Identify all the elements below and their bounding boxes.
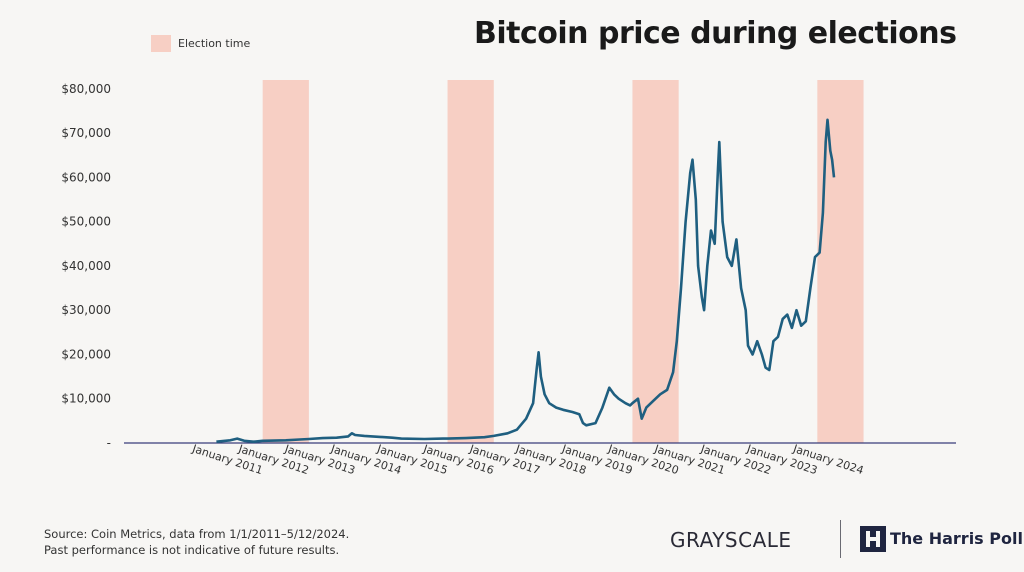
chart-title: Bitcoin price during elections [474,16,957,51]
grayscale-logo: GRAYSCALE [670,528,792,552]
election-band-2 [447,80,494,443]
election-band-1 [262,80,309,443]
brand-divider [840,520,841,558]
harris-poll-logo: The Harris Poll [890,529,1023,548]
legend-label-election: Election time [178,37,251,50]
election-band-3 [632,80,679,443]
y-axis-ticks: - $10,000 $20,000 $30,000 $40,000 $50,000 $60,… [61,82,111,450]
election-band-4 [817,80,864,443]
legend: Election time [151,35,250,52]
y-tick-label: $70,000 [61,126,111,140]
y-tick-label: $60,000 [61,170,111,184]
y-tick-label: $40,000 [61,259,111,273]
election-bands [262,80,864,443]
y-tick-label: $80,000 [61,82,111,96]
y-tick-label: $10,000 [61,392,111,406]
disclaimer-note: Past performance is not indicative of fu… [44,543,340,557]
legend-swatch-election [151,35,171,52]
footer: Source: Coin Metrics, data from 1/1/2011… [44,526,349,558]
harris-poll-icon [860,526,886,552]
source-note: Source: Coin Metrics, data from 1/1/2011… [44,527,350,541]
series-line-bitcoin-price [216,118,836,443]
y-tick-label: $30,000 [61,303,111,317]
y-tick-label: - [107,436,111,450]
y-tick-label: $50,000 [61,215,111,229]
y-tick-label: $20,000 [61,347,111,361]
